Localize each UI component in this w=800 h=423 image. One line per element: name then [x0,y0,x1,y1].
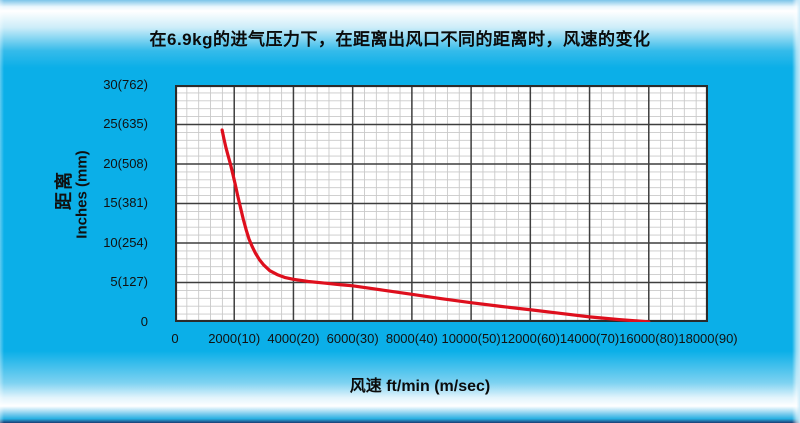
x-tick-label: 12000(60) [500,331,560,346]
x-axis-title: 风速 ft/min (m/sec) [349,378,491,395]
x-tick-label: 14000(70) [559,331,620,346]
y-tick-label: 5(127) [110,274,148,290]
data-curve [220,128,651,322]
panel-left-gloss [0,0,4,423]
x-tick-label: 4000(20) [267,331,320,346]
y-tick-label: 0 [140,313,148,329]
x-tick-label: 16000(80) [619,331,679,346]
panel-right-gloss [792,0,800,423]
x-tick-label: 2000(10) [208,331,261,346]
y-tick-label: 30(762) [103,77,148,92]
x-tick-label: 0 [171,331,179,346]
x-tick-label: 8000(40) [385,331,438,346]
y-tick-label: 15(381) [103,195,148,211]
y-tick-label: 25(635) [103,116,148,132]
plot-area [175,85,708,322]
x-tick-label: 6000(30) [326,331,379,346]
x-tick-label: 18000(90) [678,331,738,346]
y-tick-label: 10(254) [103,234,148,250]
x-tick-label: 10000(50) [441,331,501,346]
y-tick-label: 20(508) [103,155,148,171]
chart-title: 在6.9kg的进气压力下，在距离出风口不同的距离时，风速的变化 [149,30,651,49]
